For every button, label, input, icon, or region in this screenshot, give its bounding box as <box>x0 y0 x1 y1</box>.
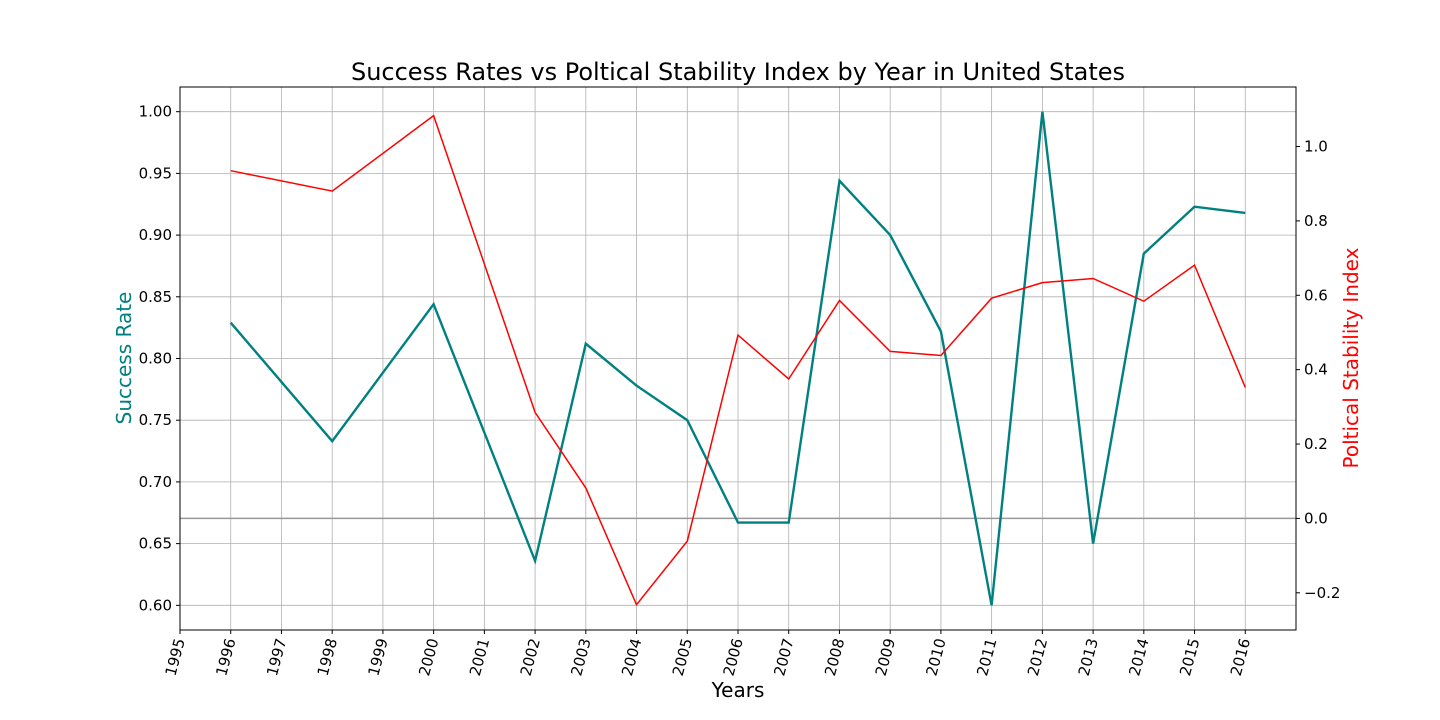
left-y-tick-label: 0.75 <box>139 411 172 429</box>
right-y-tick-label: 0.6 <box>1304 286 1328 304</box>
x-tick-label: 2002 <box>517 636 544 678</box>
left-y-tick-label: 0.95 <box>139 164 172 182</box>
x-tick-label: 2001 <box>466 636 493 678</box>
x-tick-label: 2008 <box>821 636 848 678</box>
right-y-tick-label: −0.2 <box>1304 584 1340 602</box>
x-tick-label: 2004 <box>618 636 645 678</box>
x-tick-label: 2003 <box>567 636 594 678</box>
right-y-axis-title: Poltical Stability Index <box>1339 247 1363 468</box>
x-tick-label: 1996 <box>212 636 239 678</box>
left-y-tick-label: 0.65 <box>139 535 172 553</box>
left-y-tick-label: 1.00 <box>139 103 172 121</box>
left-y-tick-label: 0.90 <box>139 226 172 244</box>
left-y-axis: 0.60 0.65 0.70 0.75 0.80 0.85 0.90 0.95 1.00 <box>139 103 180 614</box>
stability-index-line <box>230 114 1246 607</box>
right-y-axis: −0.2 0.0 0.2 0.4 0.6 0.8 1.0 <box>1296 138 1340 602</box>
series-layer <box>229 111 1246 607</box>
x-tick-label: 2014 <box>1125 636 1152 678</box>
right-y-tick-label: 0.0 <box>1304 509 1328 527</box>
x-axis: 1995 1996 1997 1998 1999 2000 2001 2002 2003 2004… <box>162 630 1254 678</box>
left-y-axis-title: Success Rate <box>112 292 136 425</box>
x-tick-label: 2011 <box>973 636 1000 678</box>
x-tick-label: 1999 <box>365 636 392 678</box>
left-y-tick-label: 0.70 <box>139 473 172 491</box>
grid-layer <box>179 87 1296 630</box>
x-tick-label: 2015 <box>1176 636 1203 678</box>
x-tick-label: 2016 <box>1227 636 1254 678</box>
x-tick-label: 1998 <box>314 636 341 678</box>
success-rate-line <box>229 111 1246 606</box>
left-y-tick-label: 0.80 <box>139 350 172 368</box>
right-y-tick-label: 0.8 <box>1304 212 1328 230</box>
right-y-tick-label: 0.2 <box>1304 435 1328 453</box>
x-tick-label: 2012 <box>1024 636 1051 678</box>
x-tick-label: 2000 <box>415 636 442 678</box>
x-tick-label: 2009 <box>872 636 899 678</box>
x-tick-label: 2005 <box>669 636 696 678</box>
right-y-tick-label: 1.0 <box>1304 138 1328 156</box>
x-tick-label: 2013 <box>1075 636 1102 678</box>
x-axis-title: Years <box>711 678 765 702</box>
chart-title: Success Rates vs Poltical Stability Inde… <box>351 58 1125 86</box>
x-tick-label: 2010 <box>923 636 950 678</box>
x-tick-label: 1997 <box>263 636 290 678</box>
right-y-tick-label: 0.4 <box>1304 361 1328 379</box>
x-tick-label: 2007 <box>770 636 797 678</box>
x-tick-label: 2006 <box>720 636 747 678</box>
left-y-tick-label: 0.85 <box>139 288 172 306</box>
x-tick-label: 1995 <box>162 636 189 678</box>
left-y-tick-label: 0.60 <box>139 596 172 614</box>
